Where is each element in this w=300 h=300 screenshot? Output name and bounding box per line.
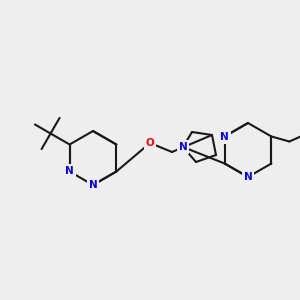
Text: N: N [178,142,188,152]
Text: O: O [146,138,154,148]
Text: N: N [244,172,252,182]
Text: N: N [88,180,98,190]
Text: N: N [65,167,74,176]
Text: N: N [220,131,229,142]
